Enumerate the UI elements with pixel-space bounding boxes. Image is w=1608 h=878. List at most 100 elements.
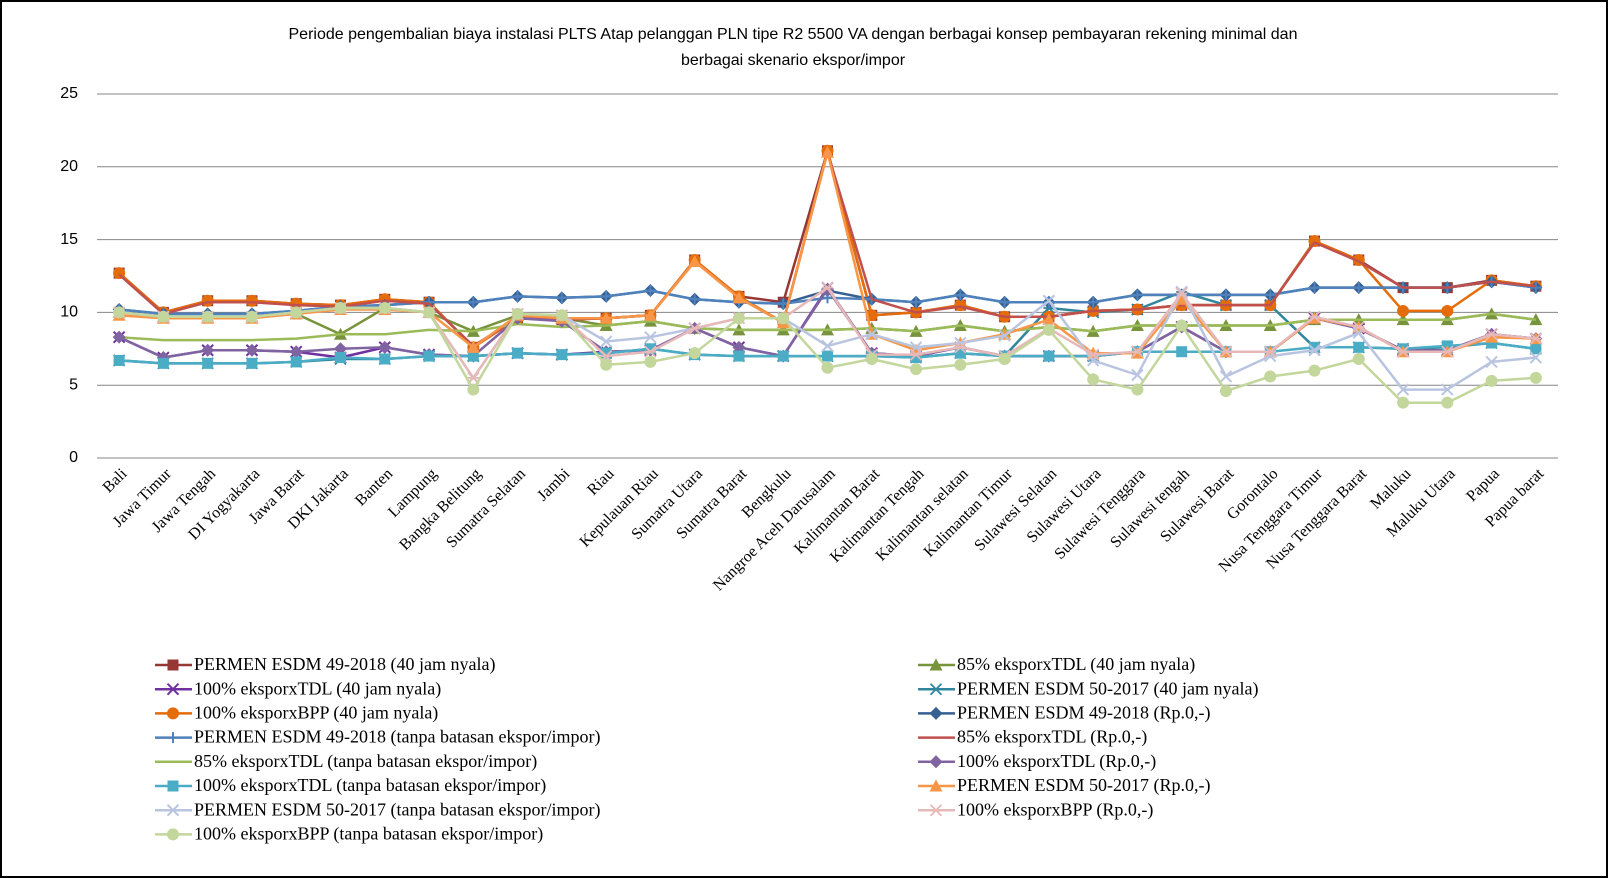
marker <box>1087 373 1100 386</box>
y-tick-label: 25 <box>60 85 78 102</box>
marker <box>600 358 613 371</box>
marker <box>1175 319 1188 332</box>
legend-label: PERMEN ESDM 49-2018 (40 jam nyala) <box>194 654 495 675</box>
marker <box>999 296 1011 308</box>
marker <box>599 335 613 348</box>
marker <box>379 353 391 365</box>
marker <box>1530 343 1542 355</box>
marker <box>245 343 259 357</box>
marker <box>599 311 613 324</box>
marker <box>1352 352 1365 365</box>
marker <box>1309 341 1320 353</box>
marker <box>1175 285 1188 299</box>
marker <box>1131 383 1144 396</box>
marker <box>954 347 966 359</box>
legend-label: 85% eksporxTDL (tanpa batasan ekspor/imp… <box>194 751 537 772</box>
marker <box>929 658 943 671</box>
marker <box>1220 289 1232 301</box>
legend-label: 100% eksporxBPP (40 jam nyala) <box>194 703 438 724</box>
marker <box>732 291 746 304</box>
marker <box>290 297 303 310</box>
marker <box>1441 396 1454 409</box>
marker <box>1219 385 1232 398</box>
marker <box>167 780 179 792</box>
marker <box>1043 350 1055 362</box>
marker <box>112 330 126 344</box>
marker <box>1396 345 1410 358</box>
marker <box>865 352 878 365</box>
marker <box>166 803 180 817</box>
marker <box>644 355 657 368</box>
marker <box>113 354 125 366</box>
marker <box>334 302 347 315</box>
marker <box>1219 370 1233 383</box>
marker <box>777 350 789 362</box>
marker <box>1042 294 1056 307</box>
marker <box>929 779 943 792</box>
marker <box>1353 341 1365 353</box>
marker <box>1219 345 1233 358</box>
y-tick-label: 20 <box>60 158 78 175</box>
marker <box>1131 368 1144 382</box>
marker <box>1176 346 1188 358</box>
marker <box>512 347 524 359</box>
marker <box>1485 355 1498 369</box>
marker <box>954 341 967 354</box>
marker <box>1087 296 1099 308</box>
marker <box>511 307 524 320</box>
marker <box>689 293 701 305</box>
marker <box>467 350 479 362</box>
marker <box>821 339 834 353</box>
marker <box>378 302 391 315</box>
marker <box>1529 351 1543 364</box>
marker <box>423 306 436 319</box>
y-tick-label: 0 <box>69 449 78 466</box>
marker <box>167 828 179 841</box>
marker <box>167 732 179 744</box>
legend-label: PERMEN ESDM 49-2018 (Rp.0,-) <box>957 703 1211 724</box>
marker <box>688 254 702 267</box>
marker <box>555 309 568 322</box>
marker <box>201 343 215 357</box>
marker <box>467 383 480 396</box>
marker <box>289 345 303 359</box>
marker <box>1441 383 1454 396</box>
marker <box>1396 383 1410 396</box>
marker <box>1308 310 1321 323</box>
marker <box>644 345 657 358</box>
marker <box>290 306 303 319</box>
marker <box>929 804 943 817</box>
legend-label: PERMEN ESDM 50-2017 (40 jam nyala) <box>957 678 1258 699</box>
marker <box>1264 370 1277 383</box>
marker <box>1042 313 1056 326</box>
marker <box>335 352 346 364</box>
chart-title: Periode pengembalian biaya instalasi PLT… <box>289 26 1298 43</box>
y-tick-label: 5 <box>69 376 78 393</box>
marker <box>1397 304 1410 317</box>
marker <box>910 352 922 364</box>
marker <box>246 357 258 369</box>
marker <box>644 285 656 297</box>
marker <box>167 659 179 671</box>
marker <box>909 343 923 356</box>
marker <box>1131 345 1144 358</box>
marker <box>929 706 943 720</box>
marker <box>910 363 923 376</box>
marker <box>202 357 214 369</box>
marker <box>865 328 878 341</box>
marker <box>1042 323 1055 336</box>
marker <box>290 356 302 368</box>
marker <box>423 350 435 362</box>
marker <box>910 296 922 308</box>
marker <box>466 340 480 353</box>
marker <box>1485 330 1499 343</box>
marker <box>201 294 214 307</box>
marker <box>1086 354 1100 367</box>
marker <box>113 306 126 319</box>
marker <box>644 330 657 344</box>
marker <box>1397 396 1410 409</box>
y-tick-label: 10 <box>60 304 78 321</box>
legend-label: 85% eksporxTDL (40 jam nyala) <box>957 654 1195 675</box>
legend-label: 100% eksporxTDL (tanpa batasan ekspor/im… <box>194 775 546 796</box>
